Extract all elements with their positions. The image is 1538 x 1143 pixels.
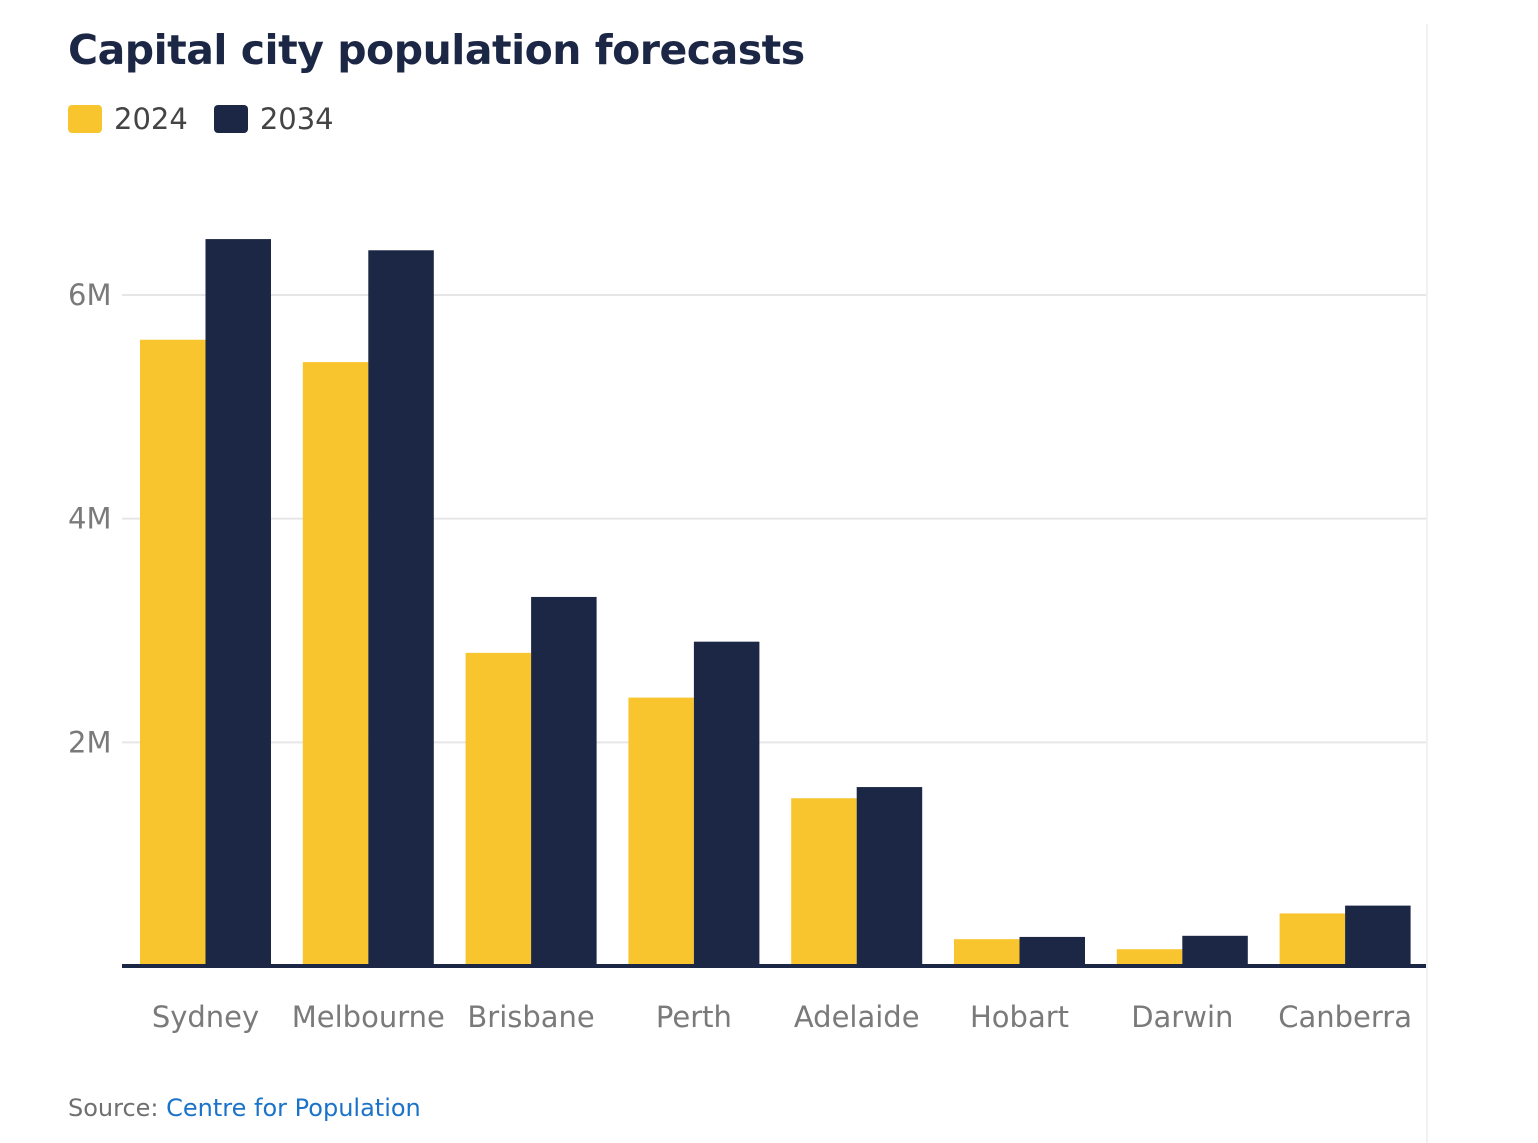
bar-chart: 2M 4M 6M Sydney Melbourne Brisbane Perth Adelai… [68,239,1426,1034]
chart-title: Capital city population forecasts [68,26,805,74]
y-tick-label-2M: 2M [68,725,111,759]
bar-canberra-2024 [1279,913,1346,966]
x-tick-label-brisbane: Brisbane [467,1000,594,1034]
legend-item-2034[interactable]: 2034 [213,102,334,136]
chart-frame-edge [1426,24,1428,1143]
source-link[interactable]: Centre for Population [166,1094,421,1122]
x-tick-label-sydney: Sydney [152,1000,259,1034]
x-tick-label-melbourne: Melbourne [292,1000,445,1034]
source-note: Source: Centre for Population [68,1094,421,1122]
bar-brisbane-2024 [465,652,532,966]
legend-swatch-2024 [68,105,102,133]
legend-label-2024: 2024 [114,102,188,136]
bar-melbourne-2034 [368,250,434,966]
bar-hobart-2034 [1019,936,1085,966]
legend: 2024 2034 [68,102,360,136]
y-tick-label-4M: 4M [68,502,111,536]
source-prefix: Source: [68,1094,167,1122]
bar-brisbane-2034 [531,596,597,966]
bar-perth-2034 [693,641,760,966]
x-tick-label-adelaide: Adelaide [794,1000,920,1034]
bar-darwin-2034 [1182,935,1248,966]
bar-melbourne-2024 [302,362,369,967]
bar-sydney-2034 [205,239,271,967]
y-tick-label-6M: 6M [68,278,111,312]
bar-adelaide-2034 [856,787,923,966]
bar-darwin-2024 [1116,949,1183,966]
legend-swatch-2034 [213,105,248,133]
x-tick-label-darwin: Darwin [1131,1000,1233,1034]
bar-adelaide-2024 [791,798,857,966]
x-tick-label-perth: Perth [656,1000,732,1034]
legend-label-2034: 2034 [259,102,334,136]
bar-sydney-2024 [140,339,206,966]
bar-hobart-2024 [954,939,1020,966]
x-tick-label-canberra: Canberra [1278,1000,1412,1034]
x-tick-label-hobart: Hobart [970,1000,1069,1034]
bar-canberra-2034 [1345,905,1411,966]
bar-perth-2024 [628,697,694,966]
legend-item-2024[interactable]: 2024 [68,102,188,136]
